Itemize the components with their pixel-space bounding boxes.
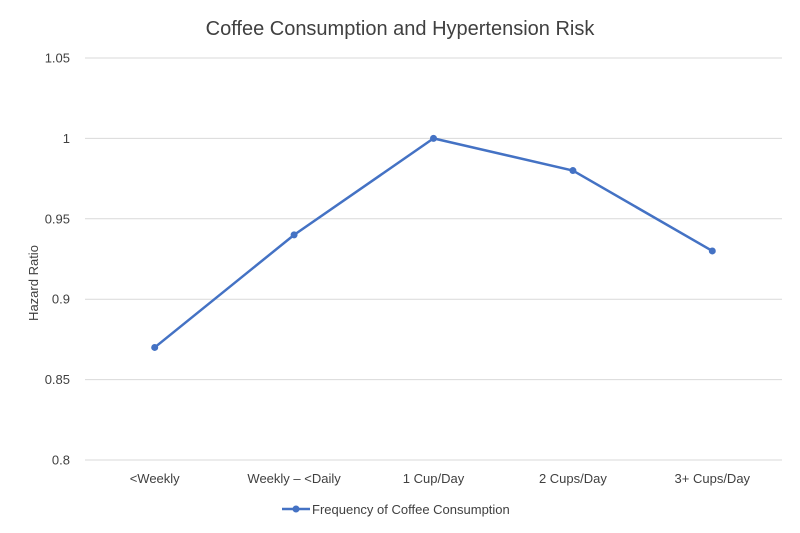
gridlines — [85, 57, 782, 461]
y-tick-label: 0.85 — [45, 372, 70, 387]
x-tick-label: <Weekly — [130, 471, 180, 486]
data-point — [290, 231, 298, 239]
series-line — [153, 137, 713, 349]
x-axis-ticks: <Weekly Weekly – <Daily 1 Cup/Day 2 Cups/Da… — [130, 471, 751, 486]
y-axis-ticks: 0.8 0.85 0.9 0.95 1 1.05 — [45, 51, 70, 468]
chart-title: Coffee Consumption and Hypertension Risk — [206, 18, 596, 40]
data-point — [569, 167, 577, 175]
data-point — [151, 343, 159, 351]
data-point — [708, 247, 716, 255]
x-tick-label: 2 Cups/Day — [539, 471, 607, 486]
y-tick-label: 1 — [63, 131, 70, 146]
y-tick-label: 0.95 — [45, 211, 70, 226]
x-tick-label: 3+ Cups/Day — [675, 471, 751, 486]
series-group — [151, 134, 716, 351]
y-tick-label: 0.8 — [52, 453, 70, 468]
x-tick-label: 1 Cup/Day — [403, 471, 465, 486]
data-point — [430, 134, 437, 142]
legend-label: Frequency of Coffee Consumption — [312, 502, 510, 517]
legend: Frequency of Coffee Consumption — [282, 502, 510, 517]
y-tick-label: 1.05 — [45, 51, 70, 66]
y-tick-label: 0.9 — [52, 292, 70, 307]
x-tick-label: Weekly – <Daily — [247, 471, 341, 486]
y-axis-title: Hazard Ratio — [26, 245, 41, 321]
legend-dot-marker — [292, 505, 300, 513]
